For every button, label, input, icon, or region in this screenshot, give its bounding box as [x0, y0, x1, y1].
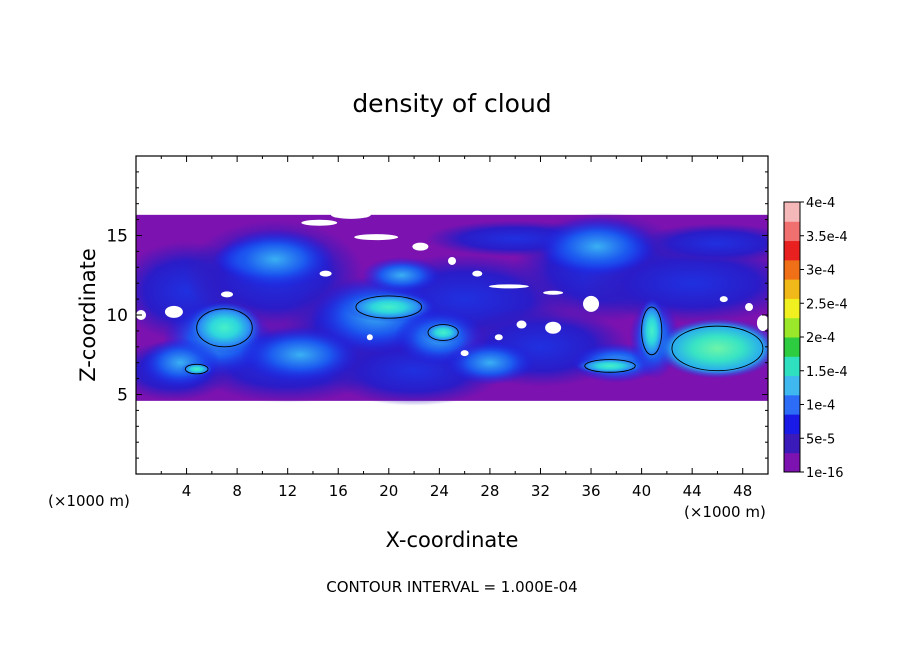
- colorbar: 1e-16 5e-5 1e-4 1.5e-4 2e-4 2.5e-4 3e-4 3.5e-4 4…: [783, 196, 848, 481]
- x-tick-label-10: 44: [683, 482, 702, 500]
- colorbar-label-0: 1e-16: [806, 466, 844, 481]
- cloud-cell-2: [344, 292, 434, 323]
- colorbar-swatch-9: [784, 279, 800, 299]
- x-tick-label-6: 28: [480, 482, 499, 500]
- clear-sky-gap-13: [516, 320, 527, 329]
- clear-sky-gap-6: [488, 284, 529, 289]
- x-tick-label-3: 16: [329, 482, 348, 500]
- contour-line-0: [196, 308, 253, 348]
- cloud-cell-0: [186, 301, 263, 354]
- colorbar-label-3: 1.5e-4: [806, 365, 848, 380]
- x-unit-label: (×1000 m): [684, 503, 766, 521]
- x-tick-label-4: 20: [379, 482, 398, 500]
- contour-line-4: [584, 359, 636, 373]
- colorbar-swatch-13: [784, 202, 800, 222]
- z-unit-label: (×1000 m): [48, 492, 130, 510]
- colorbar-swatch-1: [784, 433, 800, 454]
- clear-sky-gap-3: [412, 242, 429, 251]
- y-tick-label-1: 10: [106, 306, 128, 326]
- cloud-mid-10: [361, 257, 442, 294]
- contour-line-5: [641, 306, 663, 356]
- colorbar-label-5: 2.5e-4: [806, 297, 848, 312]
- x-tick-label-7: 32: [531, 482, 550, 500]
- clear-sky-gap-9: [164, 305, 183, 318]
- colorbar-label-6: 3e-4: [806, 264, 835, 279]
- colorbar-swatch-2: [784, 414, 800, 434]
- cloud-mid-3: [240, 326, 361, 383]
- y-tick-label-0: 5: [117, 386, 128, 406]
- colorbar-swatch-3: [784, 394, 800, 415]
- clear-sky-gap-10: [221, 291, 234, 298]
- clear-sky-gap-16: [745, 303, 754, 312]
- colorbar-swatch-0: [784, 452, 800, 473]
- colorbar-label-1: 5e-5: [806, 432, 835, 447]
- x-tick-label-0: 4: [182, 482, 192, 500]
- x-tick-label-2: 12: [278, 482, 297, 500]
- x-axis-label: X-coordinate: [386, 528, 519, 552]
- clear-sky-gap-12: [545, 321, 562, 334]
- cloud-body-10: [637, 223, 768, 264]
- x-tick-label-9: 40: [632, 482, 651, 500]
- cloud-cell-7: [537, 216, 658, 277]
- plot-area: [136, 156, 768, 474]
- x-axis: 4 8 12 16 20 24 28 32 36 40 44 48: [160, 156, 752, 500]
- chart-title: density of cloud: [352, 89, 551, 118]
- y-axis: 5 10 15: [106, 171, 768, 459]
- x-tick-label-1: 8: [232, 482, 242, 500]
- clear-sky-gap-1: [301, 219, 338, 226]
- x-tick-label-11: 48: [733, 482, 752, 500]
- clear-sky-gap-19: [366, 334, 373, 341]
- colorbar-swatch-12: [784, 221, 800, 242]
- clear-sky-gap-11: [319, 270, 332, 277]
- x-tick-label-5: 24: [430, 482, 449, 500]
- colorbar-swatch-4: [784, 375, 800, 396]
- colorbar-label-8: 4e-4: [806, 196, 835, 211]
- clear-sky-gap-8: [583, 295, 600, 312]
- colorbar-label-4: 2e-4: [806, 331, 835, 346]
- colorbar-swatch-8: [784, 298, 800, 319]
- y-tick-label-2: 15: [106, 227, 128, 247]
- clear-sky-gap-7: [543, 290, 564, 295]
- colorbar-swatch-5: [784, 356, 800, 377]
- clear-sky-gap-15: [756, 314, 768, 331]
- clear-sky-gap-17: [719, 296, 728, 303]
- colorbar-swatch-11: [784, 240, 800, 261]
- cloud-mid-5: [444, 340, 535, 385]
- contour-interval-note: CONTOUR INTERVAL = 1.000E-04: [326, 578, 577, 596]
- contour-line-1: [184, 363, 209, 375]
- clear-sky-gap-14: [494, 334, 503, 341]
- clear-sky-gap-0: [330, 210, 371, 219]
- clear-sky-gap-18: [460, 350, 469, 357]
- clear-sky-gap-5: [472, 270, 483, 277]
- contour-line-2: [355, 295, 423, 319]
- colorbar-label-7: 3.5e-4: [806, 230, 848, 245]
- clear-sky-gap-4: [448, 256, 456, 265]
- x-tick-label-8: 36: [581, 482, 600, 500]
- cloud-cell-8: [215, 229, 335, 290]
- contour-line-6: [671, 325, 764, 372]
- colorbar-swatch-6: [784, 337, 800, 357]
- colorbar-swatch-10: [784, 259, 800, 280]
- colorbar-swatch-7: [784, 317, 800, 338]
- y-axis-label: Z-coordinate: [76, 248, 100, 382]
- colorbar-label-2: 1e-4: [806, 399, 835, 414]
- contour-line-3: [427, 324, 459, 341]
- clear-sky-gap-2: [354, 234, 399, 241]
